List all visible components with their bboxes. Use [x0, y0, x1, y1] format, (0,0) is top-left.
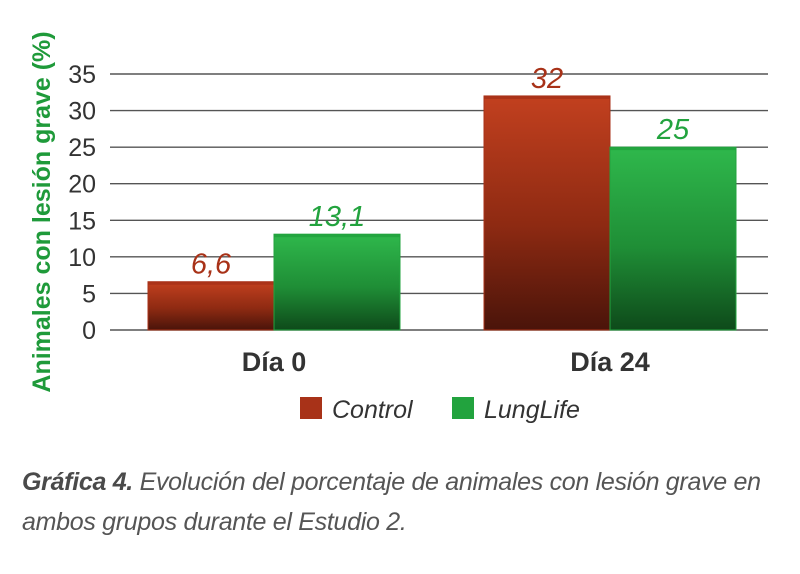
legend-item-lunglife: LungLife: [452, 396, 580, 424]
bar-top-edge: [274, 234, 400, 238]
figure-caption: Gráfica 4. Evolución del porcentaje de a…: [22, 462, 782, 542]
legend-item-control: Control: [300, 396, 414, 424]
y-tick-label: 10: [68, 244, 96, 272]
legend-swatch: [300, 397, 322, 419]
legend-label: Control: [332, 396, 414, 424]
y-tick-label: 25: [68, 134, 96, 162]
legend: Control LungLife: [300, 396, 580, 424]
x-tick-label: Día 24: [570, 347, 650, 377]
y-tick-label: 20: [68, 171, 96, 199]
bar-top-edge: [484, 95, 610, 99]
y-tick-label: 35: [68, 61, 96, 89]
caption-lead: Gráfica 4.: [22, 468, 133, 496]
bar-control-2: [483, 95, 611, 331]
y-tick-label: 15: [68, 207, 96, 235]
bar-top-edge: [148, 281, 274, 285]
x-tick-label: Día 0: [242, 347, 307, 377]
y-tick-label: 30: [68, 98, 96, 126]
bar-control-1: [147, 281, 275, 331]
bar-lunglife-1: [273, 233, 401, 331]
y-axis-label: Animales con lesión grave (%): [28, 31, 56, 392]
y-tick-label: 5: [82, 280, 96, 308]
bar-lunglife-2: [609, 146, 737, 331]
y-tick-label: 0: [82, 317, 96, 345]
legend-swatch: [452, 397, 474, 419]
bar-chart: 0 5 10 15 20 25 30 35 6,6 13,1 Día 0 32 25 Día 24 An…: [28, 31, 768, 424]
data-label: 32: [531, 63, 563, 95]
bar-top-edge: [610, 147, 736, 151]
data-label: 13,1: [309, 201, 365, 233]
data-label: 6,6: [191, 249, 232, 281]
data-label: 25: [656, 114, 690, 146]
caption-text: Evolución del porcentaje de animales con…: [22, 468, 761, 536]
legend-label: LungLife: [484, 396, 580, 424]
